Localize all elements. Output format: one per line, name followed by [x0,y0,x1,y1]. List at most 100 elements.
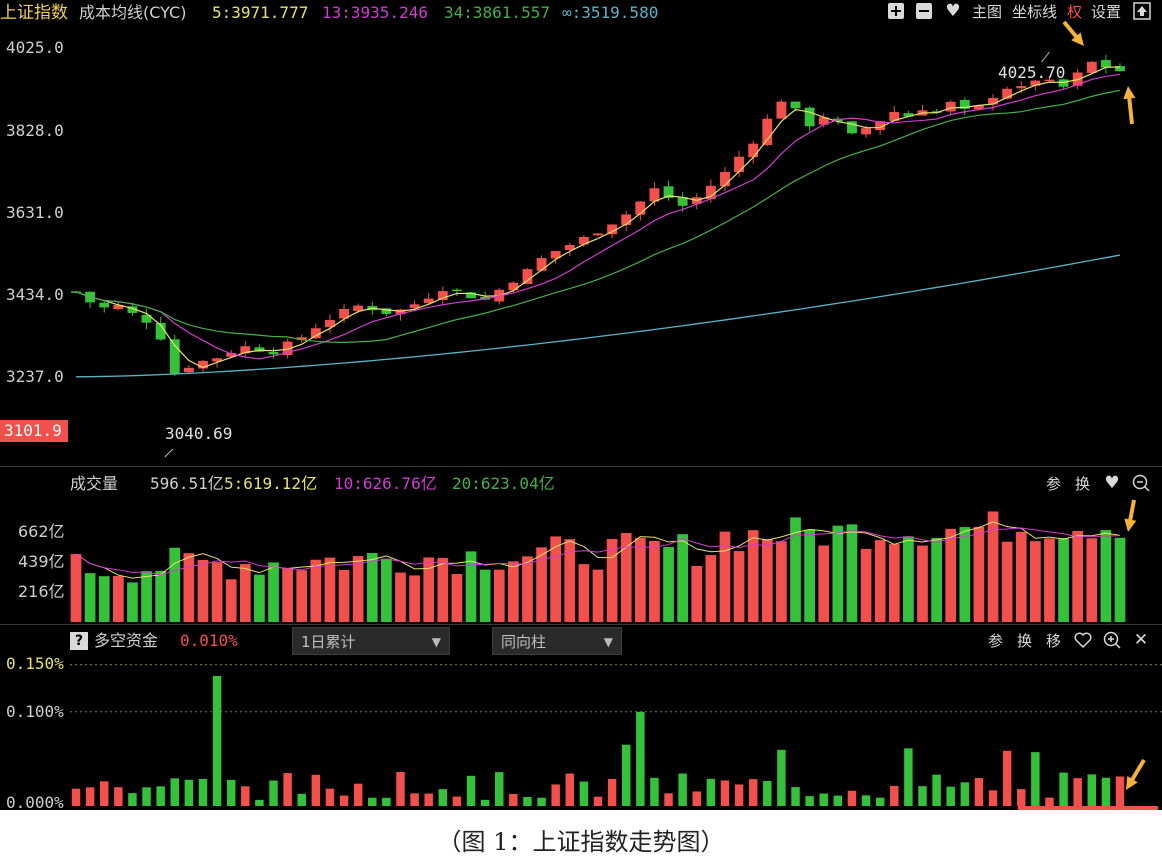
bar-mode-dropdown[interactable]: 同向柱 ▼ [492,627,622,655]
chevron-down-icon: ▼ [603,635,613,649]
fund-bar [551,784,560,806]
zoom-in-icon[interactable] [886,2,906,25]
heart-icon[interactable]: ♥ [1104,473,1120,493]
fund-bar [396,771,405,806]
fund-bar [509,793,518,806]
heart-icon[interactable]: ♥ [945,1,961,21]
expand-icon[interactable] [1132,2,1152,25]
volume-bar [578,564,590,622]
fund-bar [99,781,109,806]
candle-body [988,98,998,105]
fund-bar [71,788,81,806]
zoom-out-icon[interactable] [914,2,934,25]
fund-bar [1017,789,1026,806]
candle-body [353,305,364,311]
ma34-line [75,89,1121,343]
candle-body [1100,60,1111,68]
candle-body [508,282,519,291]
candle-body [861,128,871,135]
fund-bar [1073,778,1082,806]
settings-button[interactable]: 设置 [1091,3,1122,21]
volume-bar [959,527,971,622]
candle-body [423,298,434,304]
fund-bar [720,780,730,806]
volume-tick: 662亿 [18,522,65,541]
fund-bar [748,779,758,806]
volume-bar [423,557,435,622]
fund-bar [974,778,984,806]
candle-body [875,121,886,131]
period-high-label: 4025.70 [998,63,1066,82]
candle-body [818,117,829,125]
candle-body [945,101,956,112]
close-icon[interactable]: ✕ [1133,630,1149,650]
fund-bar [142,787,151,806]
volume-bar [973,526,985,622]
zoom-out-icon[interactable] [1130,473,1152,498]
fund-bar [664,793,673,806]
volume-bar [381,558,392,622]
main-chart-button[interactable]: 主图 [972,3,1003,21]
candle-body [254,347,265,352]
fund-bar [678,773,687,806]
volume-bar [112,575,124,622]
help-icon[interactable]: ? [70,632,88,650]
price-tick: 3434.0 [6,285,64,304]
figure-caption: （图 1：上证指数走势图） [437,828,725,856]
fund-bar [1002,750,1012,806]
volume-bar [931,537,942,622]
ma-inf-readout: ∞:3519.580 [562,3,659,22]
fund-bar [226,779,236,806]
accumulation-dropdown[interactable]: 1日累计 ▼ [292,627,450,655]
candle-body [607,224,618,235]
volume-bar [1029,541,1041,622]
candle-body [635,201,646,215]
fund-bar [212,676,222,806]
current-price-badge: 3101.9 [0,420,68,442]
volume-bar [366,552,378,622]
volume-bar [846,524,858,622]
volume-bar [620,533,632,622]
candle-body [734,156,745,173]
candle-body [973,105,984,110]
fund-bar [495,772,504,806]
volume-bar [1044,538,1055,622]
candle-body [550,250,561,259]
rights-button[interactable]: 权 [1067,3,1083,21]
volume-bar [239,564,251,622]
candle-body [1002,88,1013,99]
fund-param-button[interactable]: 参 [988,632,1004,650]
fund-move-button[interactable]: 移 [1046,632,1062,650]
heart-outline-icon[interactable] [1072,630,1094,655]
fund-title[interactable]: 多空资金 [94,631,159,650]
fund-bar [946,786,955,806]
volume-switch-button[interactable]: 换 [1075,475,1091,493]
index-name[interactable]: 上证指数 [0,3,68,23]
candle-body [959,99,970,109]
candle-body [155,322,166,340]
candle-body [1044,79,1055,82]
volume-bar [747,530,759,622]
fund-switch-button[interactable]: 换 [1017,632,1033,650]
fund-bar [325,788,335,806]
fund-bar [128,793,137,806]
candle-body [677,197,688,206]
volume-bar [564,539,576,622]
zoom-in-icon[interactable] [1101,630,1123,655]
volume-bar [860,548,872,622]
fund-bar [537,797,546,806]
candle-body [466,292,476,299]
indicator-name[interactable]: 成本均线(CYC) [79,3,187,22]
candle-body [226,352,237,357]
volume-title[interactable]: 成交量 [70,474,119,493]
volume-bar [409,575,420,622]
arrow-icon [1124,499,1137,532]
fund-bar [1115,776,1125,806]
volume-param-button[interactable]: 参 [1046,475,1062,493]
fund-bar [269,780,278,806]
axis-button[interactable]: 坐标线 [1012,3,1058,21]
volume-bar [592,569,604,622]
high-marker [1041,51,1050,63]
candle-body [451,289,462,292]
arrow-icon [1062,20,1084,46]
